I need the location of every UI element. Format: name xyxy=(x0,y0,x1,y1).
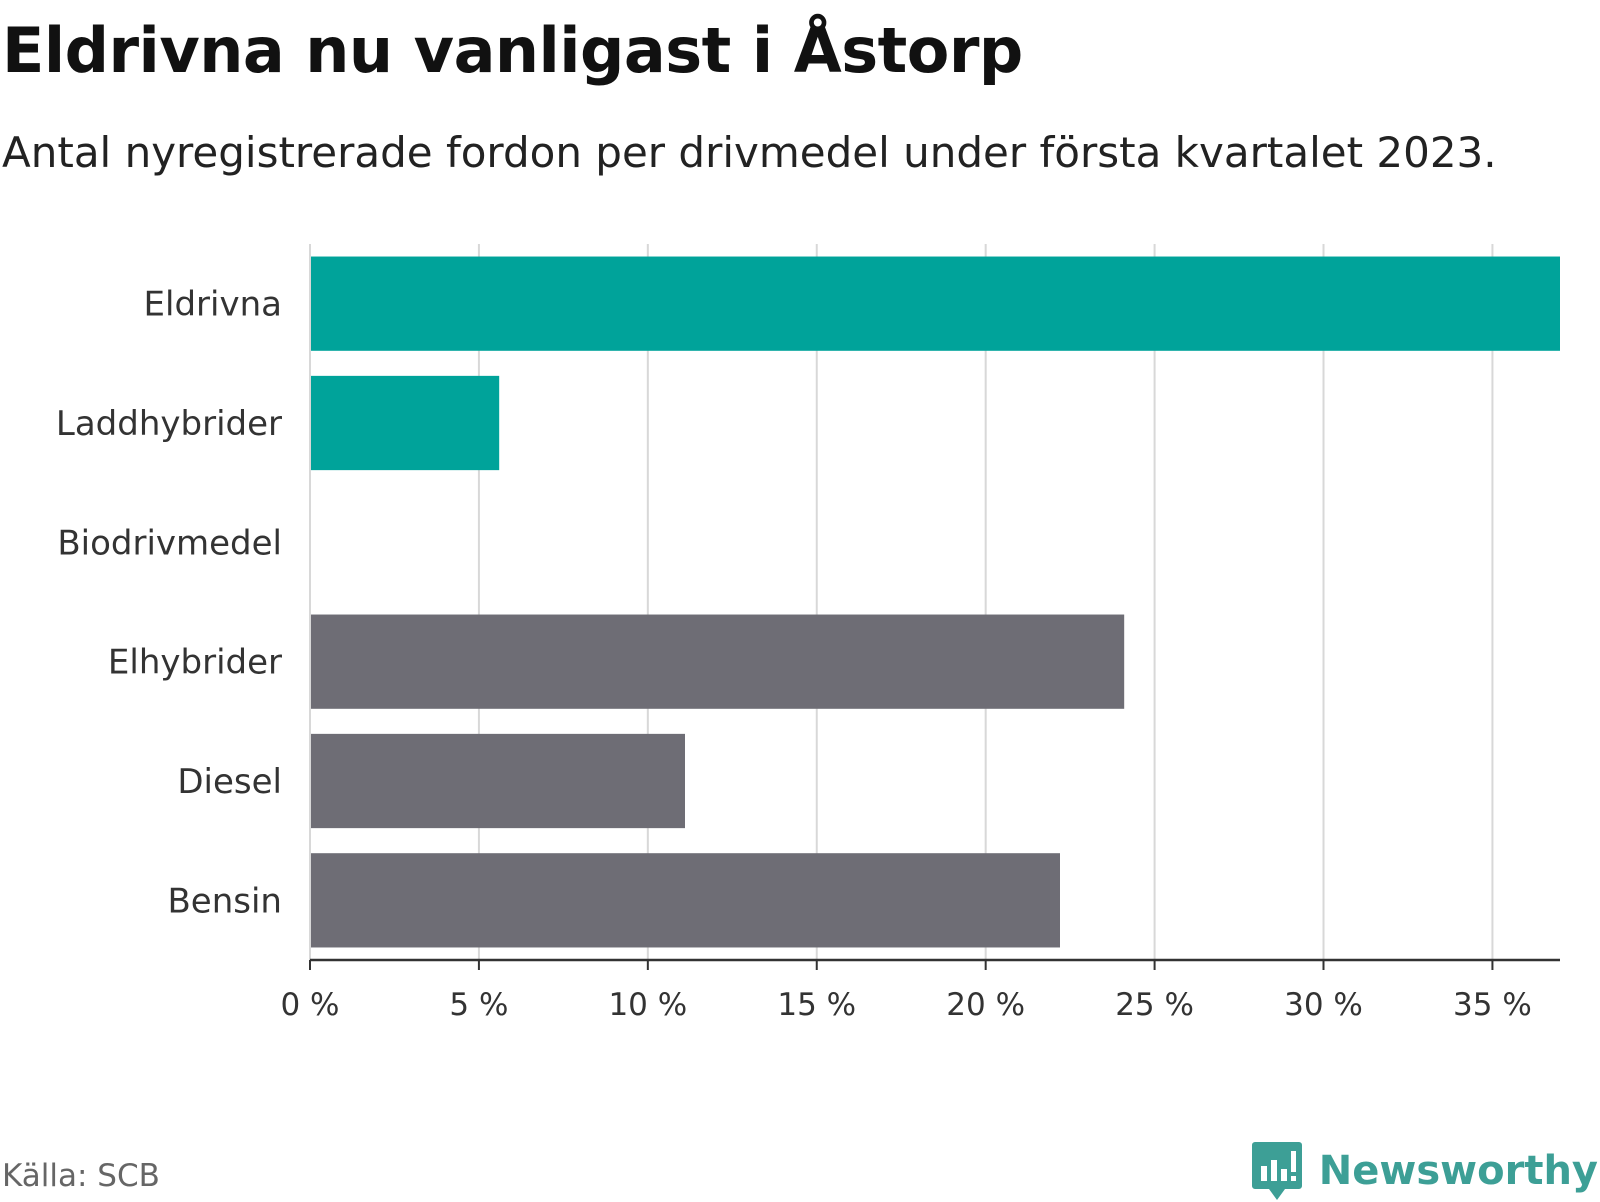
x-tick-label: 35 % xyxy=(1453,987,1532,1023)
bar xyxy=(310,614,1125,709)
x-tick-label: 0 % xyxy=(280,987,339,1023)
brand-logo: Newsworthy xyxy=(1251,1140,1598,1202)
newsworthy-logo-icon xyxy=(1251,1142,1302,1200)
x-tick-label: 20 % xyxy=(946,987,1025,1023)
bar xyxy=(310,256,1560,351)
category-label: Bensin xyxy=(167,881,282,921)
x-tick-label: 30 % xyxy=(1284,987,1363,1023)
x-tick-label: 10 % xyxy=(608,987,687,1023)
category-label: Biodrivmedel xyxy=(57,523,282,563)
chart-subtitle: Antal nyregistrerade fordon per drivmede… xyxy=(2,128,1497,177)
bar xyxy=(310,375,500,471)
category-label: Elhybrider xyxy=(108,643,282,683)
source-note: Källa: SCB xyxy=(2,1158,160,1194)
category-label: Eldrivna xyxy=(144,285,282,325)
category-label: Diesel xyxy=(177,762,282,802)
brand-name: Newsworthy xyxy=(1318,1148,1598,1194)
category-label: Laddhybrider xyxy=(56,404,282,444)
bar-chart: Eldrivna Laddhybrider Biodrivmedel Elhybrid… xyxy=(56,244,1560,1023)
bar xyxy=(310,733,685,829)
x-tick-label: 15 % xyxy=(777,987,856,1023)
x-tick-label: 25 % xyxy=(1115,987,1194,1023)
bar xyxy=(310,853,1060,948)
x-tick-label: 5 % xyxy=(449,987,508,1023)
chart-title: Eldrivna nu vanligast i Åstorp xyxy=(2,14,1023,87)
